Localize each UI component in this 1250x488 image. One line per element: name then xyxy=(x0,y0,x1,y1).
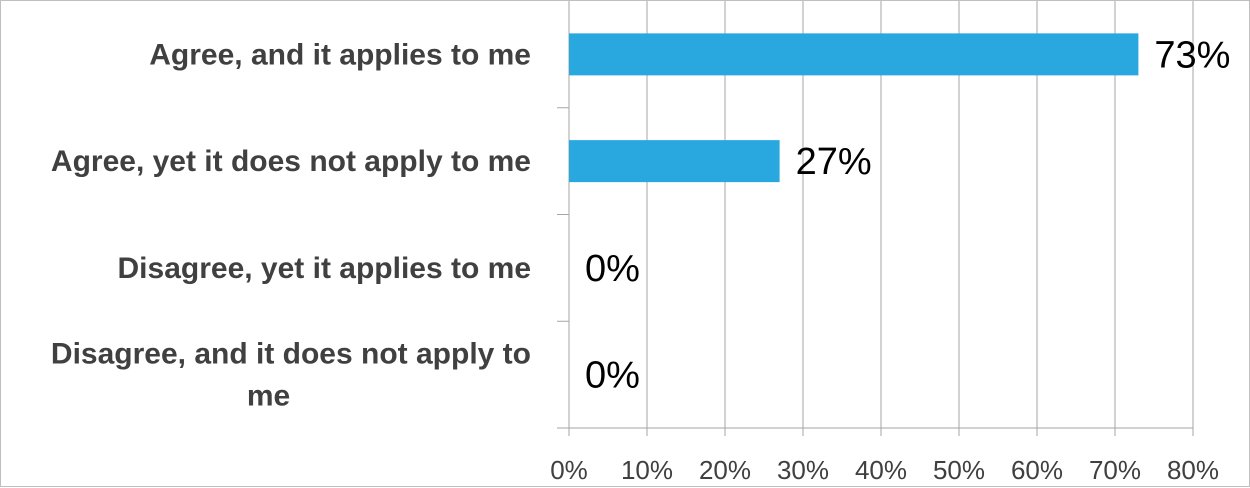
category-label: Disagree, yet it applies to me xyxy=(118,252,531,285)
x-tick-label: 20% xyxy=(699,455,751,485)
bars xyxy=(569,33,1139,183)
x-tick-label: 80% xyxy=(1167,455,1219,485)
data-label: 0% xyxy=(585,248,640,290)
category-label-line: Disagree, and it does not apply to xyxy=(51,338,531,371)
category-label: Agree, yet it does not apply to me xyxy=(51,145,531,178)
data-labels: 73% 27% 0% 0% xyxy=(585,34,1230,396)
x-tick-label: 0% xyxy=(550,455,588,485)
x-tick-label: 30% xyxy=(777,455,829,485)
value-axis xyxy=(568,427,1194,436)
category-label: Agree, and it applies to me xyxy=(149,38,531,71)
data-label: 27% xyxy=(796,141,872,183)
bar-1 xyxy=(569,140,780,183)
x-tick-label: 40% xyxy=(855,455,907,485)
x-tick-label: 70% xyxy=(1089,455,1141,485)
category-label-line: me xyxy=(247,380,290,413)
bar-0 xyxy=(569,33,1139,76)
x-tick-labels: 0% 10% 20% 30% 40% 50% 60% 70% 80% xyxy=(550,455,1219,485)
category-label: Disagree, and it does not apply to me xyxy=(51,338,531,413)
x-tick-label: 10% xyxy=(621,455,673,485)
category-labels: Agree, and it applies to me Agree, yet it… xyxy=(51,38,531,412)
data-label: 0% xyxy=(585,355,640,397)
x-tick-label: 50% xyxy=(933,455,985,485)
x-tick-label: 60% xyxy=(1011,455,1063,485)
data-label: 73% xyxy=(1154,34,1230,76)
category-axis xyxy=(557,1,570,429)
